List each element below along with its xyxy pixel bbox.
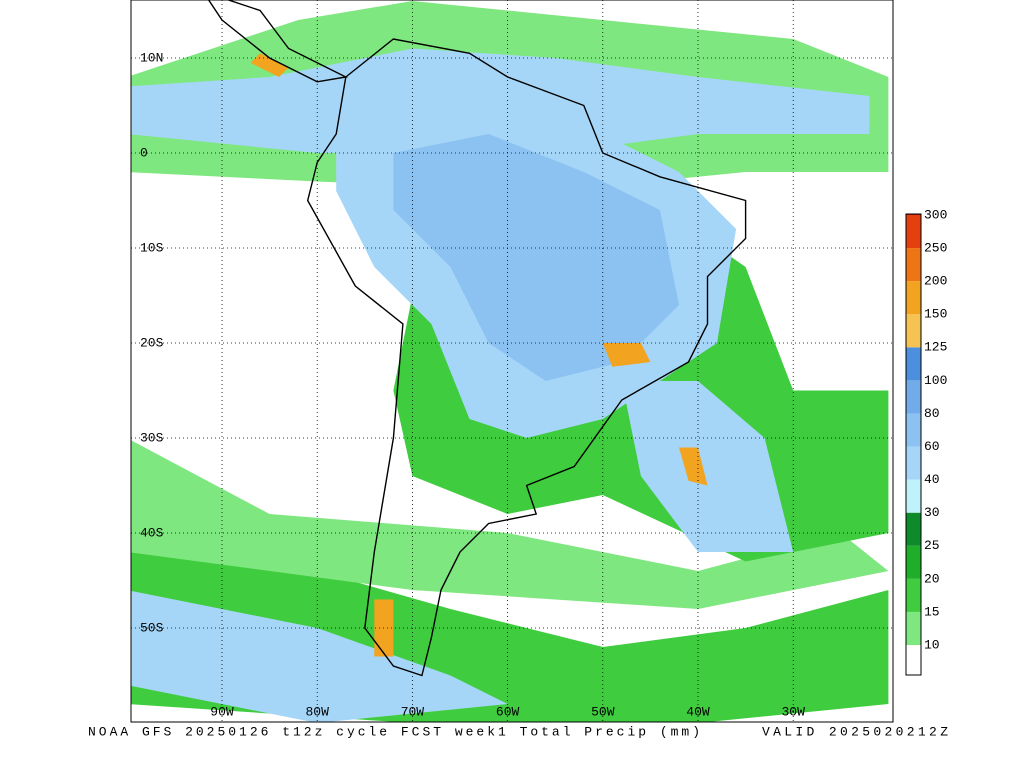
lat-label: 40S (140, 525, 164, 540)
colorbar-segment (906, 215, 921, 249)
precip-area (393, 134, 679, 381)
lon-label: 70W (401, 704, 425, 719)
colorbar-frame (905, 213, 922, 676)
colorbar-segment (906, 314, 921, 348)
colorbar-segment (906, 578, 921, 612)
colorbar-segment (906, 446, 921, 480)
colorbar-segment (906, 248, 921, 282)
colorbar-label: 300 (924, 207, 947, 222)
lon-label: 60W (496, 704, 520, 719)
coastline (207, 0, 349, 83)
precip-area (621, 381, 794, 552)
map-frame (130, 0, 894, 723)
colorbar-label: 200 (924, 274, 947, 289)
colorbar-label: 15 (924, 604, 940, 619)
footer-valid: VALID 2025020212Z (762, 724, 948, 739)
colorbar-label: 25 (924, 538, 940, 553)
colorbar-segment (906, 512, 921, 546)
colorbar-label: 40 (924, 472, 940, 487)
colorbar-segment (906, 347, 921, 381)
precip-area (679, 447, 708, 486)
precip-area (250, 53, 289, 77)
precip-area (131, 48, 870, 153)
lat-label: 20S (140, 335, 164, 350)
lat-label: 50S (140, 620, 164, 635)
colorbar-segment (906, 611, 921, 645)
colorbar-label: 150 (924, 307, 947, 322)
map-area (131, 0, 893, 722)
colorbar-label: 100 (924, 373, 947, 388)
colorbar-segment (906, 545, 921, 579)
lon-label: 50W (591, 704, 615, 719)
precip-area (131, 590, 508, 722)
colorbar-segment (906, 281, 921, 315)
colorbar-label: 80 (924, 406, 940, 421)
lon-label: 80W (305, 704, 329, 719)
colorbar-segment (906, 380, 921, 414)
colorbar-label: 60 (924, 439, 940, 454)
lat-label: 0 (140, 145, 148, 160)
colorbar-segment (906, 479, 921, 513)
precip-area (602, 343, 651, 367)
colorbar-label: 20 (924, 571, 940, 586)
lat-label: 30S (140, 430, 164, 445)
lat-label: 10S (140, 240, 164, 255)
colorbar-label: 250 (924, 241, 947, 256)
footer-caption: NOAA GFS 20250126 t12z cycle FCST week1 … (88, 724, 700, 739)
colorbar-label: 125 (924, 340, 947, 355)
lon-label: 30W (781, 704, 805, 719)
lon-label: 90W (210, 704, 234, 719)
colorbar-label: 10 (924, 637, 940, 652)
colorbar-segment (906, 645, 921, 675)
colorbar-segment (906, 413, 921, 447)
colorbar-label: 30 (924, 505, 940, 520)
lon-label: 40W (686, 704, 710, 719)
precip-area (131, 440, 889, 609)
lat-label: 10N (140, 50, 163, 65)
